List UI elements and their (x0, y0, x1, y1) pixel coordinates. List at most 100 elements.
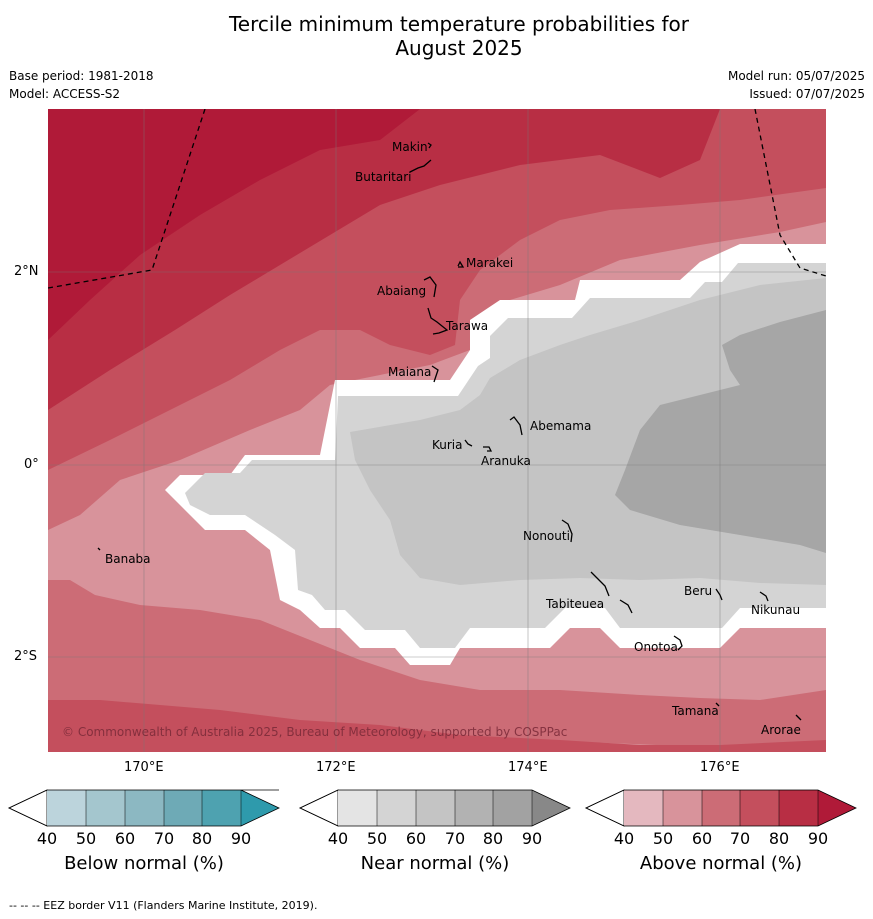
label-makin: Makin (392, 140, 428, 154)
tick-lon-176e: 176°E (700, 760, 740, 775)
colorbar-above-frame (585, 789, 857, 827)
label-aranuka: Aranuka (481, 454, 531, 468)
map-area: Makin Butaritari Marakei Abaiang Tarawa … (48, 109, 826, 752)
cb-near-tick: 40 (327, 829, 349, 848)
label-beru: Beru (684, 584, 712, 598)
island-nikunau (759, 591, 769, 602)
colorbar-near-high-arrow (532, 790, 570, 826)
colorbar-near-swatch-2 (377, 790, 416, 826)
cb-near-tick: 70 (444, 829, 466, 848)
cb-near-tick: 60 (405, 829, 427, 848)
island-tamana (715, 702, 720, 707)
footer-note: -- -- -- EEZ border V11 (Flanders Marine… (9, 899, 318, 912)
island-makin (427, 142, 432, 149)
meta-right: Model run: 05/07/2025 Issued: 07/07/2025 (728, 67, 865, 103)
colorbar-below-swatch-2 (86, 790, 125, 826)
base-period: Base period: 1981-2018 (9, 69, 154, 83)
island-onotoa (673, 635, 683, 651)
place-labels: Makin Butaritari Marakei Abaiang Tarawa … (105, 140, 801, 737)
tick-lon-172e: 172°E (316, 760, 356, 775)
colorbar-above-swatch-3 (702, 790, 740, 826)
tick-lat-0: 0° (24, 457, 39, 472)
above-70-lower-region (48, 700, 826, 752)
label-kuria: Kuria (432, 438, 463, 452)
above-60-lower-region (48, 580, 826, 752)
island-tarawa (427, 307, 449, 335)
colorbar-near-label: Near normal (%) (360, 853, 510, 874)
cb-near-tick: 50 (366, 829, 388, 848)
cb-above-tick: 40 (613, 829, 635, 848)
colorbar-above-low-arrow (585, 789, 625, 827)
island-nonouti (561, 519, 573, 543)
colorbar-near-low-arrow (299, 789, 339, 827)
island-abemama (509, 416, 523, 436)
cb-above-tick: 80 (768, 829, 790, 848)
gridlines (48, 109, 826, 752)
tick-lat-2n: 2°N (14, 264, 39, 279)
island-tabiteuea (590, 571, 633, 614)
island-banaba (97, 547, 101, 551)
colorbar-below-low-arrow (8, 789, 48, 827)
island-arorae (795, 714, 802, 721)
colorbar-below-frame (8, 789, 280, 827)
eez-border-west (48, 109, 206, 289)
colorbar-below-swatch-5 (202, 790, 241, 826)
colorbar-near-swatch-1 (338, 790, 377, 826)
island-maiana (431, 365, 439, 383)
chart-title: Tercile minimum temperature probabilitie… (0, 12, 873, 60)
label-tamana: Tamana (671, 704, 719, 718)
copyright-text: © Commonwealth of Australia 2025, Bureau… (62, 725, 567, 739)
label-abemama: Abemama (530, 419, 591, 433)
colorbar-near-swatch-3 (416, 790, 455, 826)
label-marakei: Marakei (466, 256, 513, 270)
title-line-1: Tercile minimum temperature probabilitie… (228, 12, 690, 36)
tick-lon-170e: 170°E (124, 760, 164, 775)
tick-lon-174e: 174°E (508, 760, 548, 775)
colorbar-above-swatch-1 (624, 790, 663, 826)
title-line-2: August 2025 (395, 36, 523, 60)
island-marakei (457, 260, 465, 268)
label-arorae: Arorae (761, 723, 801, 737)
issued-date: Issued: 07/07/2025 (749, 87, 865, 101)
colorbar-near-frame (299, 789, 571, 827)
island-abaiang (423, 276, 437, 298)
colorbar-near-swatch-4 (455, 790, 493, 826)
island-kuria (464, 439, 473, 447)
colorbar-below-swatch-4 (164, 790, 202, 826)
cb-below-tick: 40 (36, 829, 58, 848)
cb-below-tick: 90 (230, 829, 252, 848)
cb-above-tick: 50 (652, 829, 674, 848)
cb-above-tick: 60 (691, 829, 713, 848)
model-run: Model run: 05/07/2025 (727, 69, 865, 83)
cb-above-tick: 90 (807, 829, 829, 848)
island-butaritari (409, 159, 432, 173)
island-beru (715, 588, 723, 601)
eez-border-east (754, 109, 826, 277)
cb-below-tick: 80 (191, 829, 213, 848)
cb-near-tick: 90 (521, 829, 543, 848)
islands (97, 142, 802, 721)
colorbar-below-swatch-1 (47, 790, 86, 826)
label-abaiang: Abaiang (377, 284, 426, 298)
label-butaritari: Butaritari (355, 170, 412, 184)
colorbar-above (585, 789, 857, 827)
model-name: Model: ACCESS-S2 (9, 87, 121, 101)
label-tabiteuea: Tabiteuea (545, 597, 604, 611)
cb-below-tick: 70 (153, 829, 175, 848)
colorbar-above-high-arrow (818, 790, 856, 826)
colorbar-below-swatch-3 (125, 790, 164, 826)
colorbar-below-label: Below normal (%) (64, 853, 224, 874)
label-tarawa: Tarawa (445, 319, 488, 333)
label-nikunau: Nikunau (751, 603, 800, 617)
cb-below-tick: 50 (75, 829, 97, 848)
cb-near-tick: 80 (482, 829, 504, 848)
cb-below-tick: 60 (114, 829, 136, 848)
colorbar-above-swatch-2 (663, 790, 702, 826)
tick-lat-2s: 2°S (14, 649, 38, 664)
island-aranuka (483, 446, 493, 452)
cb-above-tick: 70 (729, 829, 751, 848)
colorbar-below (8, 789, 280, 827)
colorbar-below-high-arrow (241, 790, 279, 826)
meta-left: Base period: 1981-2018 Model: ACCESS-S2 (9, 67, 154, 103)
